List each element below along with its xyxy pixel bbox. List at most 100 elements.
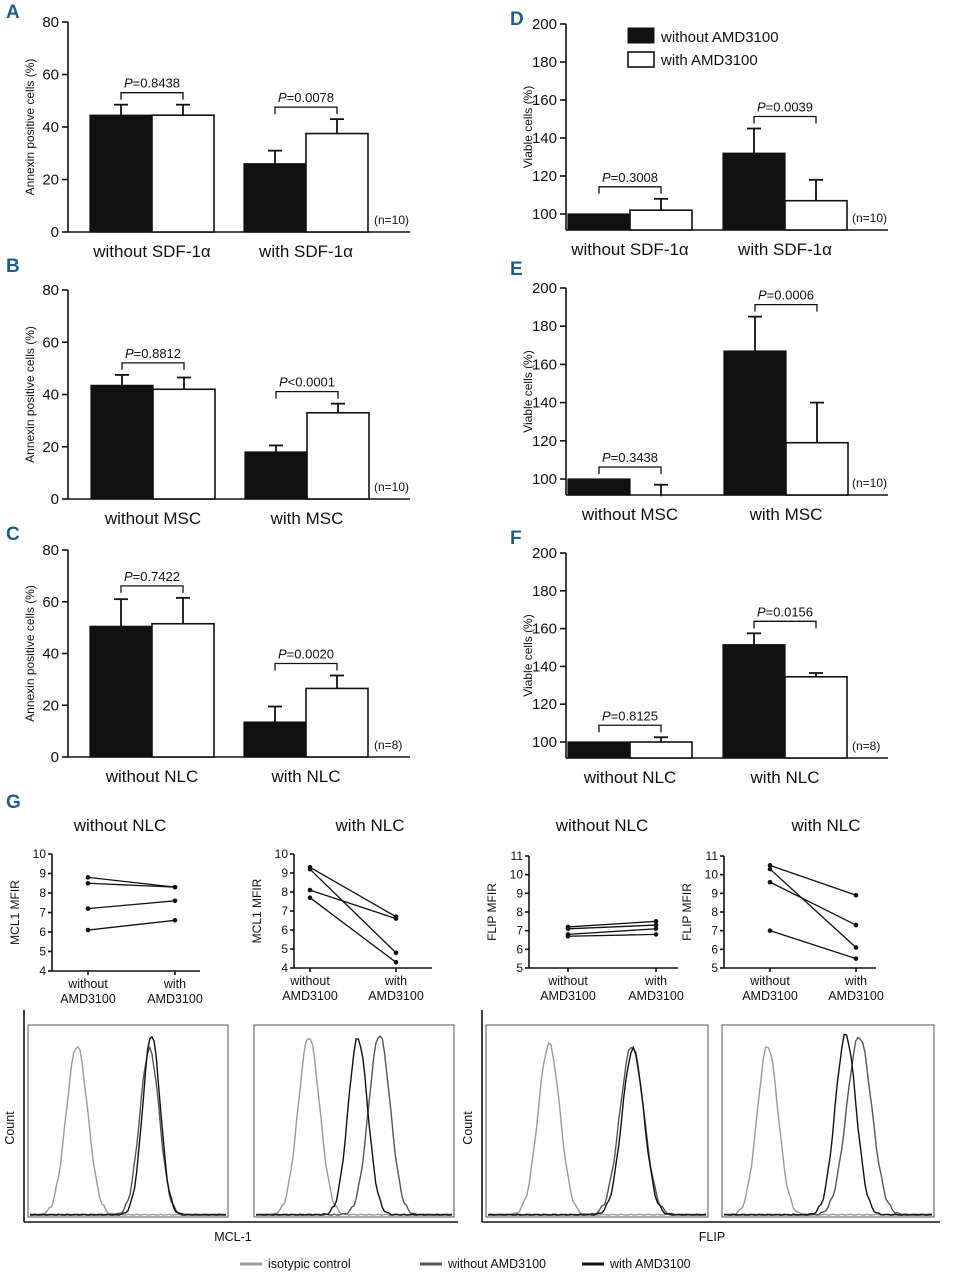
chart-title: with NLC: [335, 816, 405, 835]
p-value: P=0.3008: [602, 170, 658, 185]
bar-without-amd3100: [89, 114, 153, 233]
histogram-frame: [721, 1024, 935, 1218]
bar-without-amd3100: [567, 478, 631, 496]
y-axis-title: MCL1 MFIR: [250, 878, 264, 943]
x-tick-label-line: AMD3100: [742, 989, 798, 1003]
y-tick-label: 4: [39, 964, 46, 978]
panel-E: E 100 120 140 160 180 200 Viable cells (%) (n=10…: [510, 259, 888, 524]
y-tick-label: 120: [532, 433, 557, 450]
histogram-curve-iso: [255, 1037, 453, 1216]
subject-line: [307, 866, 399, 956]
y-tick-label: 60: [42, 67, 59, 84]
data-point: [565, 933, 571, 939]
y-tick-label: 100: [532, 471, 557, 488]
y-tick-label: 40: [42, 387, 59, 404]
significance-bracket: [598, 724, 662, 733]
bar-group: P=0.3008 without SDF-1α: [567, 170, 693, 259]
significance-bracket: [121, 362, 185, 370]
count-axis-title: Count: [3, 1111, 17, 1145]
y-tick-label: 160: [532, 621, 557, 638]
x-tick-label-line: without: [749, 974, 790, 988]
paired-line: [309, 889, 397, 920]
bar-legend: without AMD3100 with AMD3100: [627, 27, 779, 69]
subject-line: [307, 895, 399, 965]
y-tick-label: 6: [39, 925, 46, 939]
y-axis-title: FLIP MFIR: [485, 883, 499, 941]
y-tick-label: 7: [711, 924, 718, 938]
paired-line: [309, 866, 397, 918]
significance-bracket: [753, 115, 817, 124]
n-label: (n=10): [852, 211, 887, 225]
histogram-curve-iso: [723, 1046, 932, 1216]
paired-line: [87, 919, 176, 931]
paired-line: [567, 933, 657, 937]
bar-with-amd3100: [151, 622, 215, 758]
p-value-text: =0.8438: [133, 76, 180, 91]
subject-line: [85, 898, 178, 911]
subject-line: [565, 932, 659, 939]
x-tick-label: with AMD3100: [828, 974, 884, 1003]
p-symbol: P: [278, 646, 287, 661]
data-point: [653, 932, 659, 937]
y-tick-label: 7: [39, 906, 46, 920]
y-tick-label: 6: [281, 923, 288, 937]
significance-bracket: [753, 620, 817, 629]
bar-with-amd3100: [784, 675, 848, 759]
y-tick-label: 5: [281, 942, 288, 956]
p-symbol: P: [757, 100, 766, 115]
y-tick-label: 180: [532, 583, 557, 600]
y-tick-label: 100: [532, 734, 557, 751]
histogram-curve-without: [723, 1036, 933, 1216]
legend-swatch-without: [627, 27, 655, 44]
y-tick-label: 0: [51, 224, 59, 241]
panel-label: B: [6, 256, 20, 277]
histogram-curve-iso: [487, 1041, 707, 1216]
bar-without-amd3100: [567, 741, 631, 759]
paired-line: [87, 876, 176, 888]
p-value-text: =0.0020: [287, 646, 334, 661]
significance-bracket: [274, 662, 338, 671]
x-tick-label-line: AMD3100: [628, 989, 684, 1003]
legend-label: isotypic control: [268, 1257, 351, 1271]
x-tick-label-line: AMD3100: [828, 989, 884, 1003]
legend-label: without AMD3100: [447, 1257, 546, 1271]
data-point: [853, 892, 859, 898]
y-tick-label: 9: [711, 886, 718, 900]
x-tick-label-line: AMD3100: [368, 989, 424, 1003]
histogram-curve-with: [255, 1038, 453, 1216]
bar-group: P=0.8812 without MSC: [90, 346, 216, 528]
data-point: [653, 922, 659, 928]
bar-without-amd3100: [243, 721, 307, 758]
y-tick-label: 6: [711, 942, 718, 956]
y-tick-label: 120: [532, 696, 557, 713]
x-tick-label: without AMD3100: [742, 974, 798, 1003]
significance-bracket: [275, 390, 339, 399]
x-tick-label-line: without: [289, 974, 330, 988]
panel-B: B 0 20 40 60 80 Annexin positive cells (%) (n=1…: [6, 256, 410, 528]
x-tick-label-line: AMD3100: [147, 992, 203, 1006]
histogram-curve-iso: [29, 1045, 227, 1216]
paired-line: [769, 881, 857, 926]
subject-line: [767, 928, 859, 961]
chart-title: without NLC: [555, 816, 649, 835]
data-point: [85, 927, 91, 933]
p-symbol: P: [602, 450, 611, 465]
y-tick-label: 200: [532, 16, 557, 33]
y-tick-label: 140: [532, 130, 557, 147]
bar-without-amd3100: [89, 625, 153, 758]
bar-group: P=0.3438 without MSC: [567, 450, 678, 524]
paired-line: [567, 920, 657, 928]
category-label: with NLC: [271, 767, 341, 786]
subject-line: [85, 880, 178, 890]
histogram-curve-without: [488, 1046, 706, 1216]
y-tick-label: 8: [281, 885, 288, 899]
y-tick-label: 9: [281, 866, 288, 880]
p-value: P<0.0001: [279, 375, 335, 390]
bar-group: P=0.0020 with NLC: [243, 646, 369, 786]
p-symbol: P: [757, 604, 766, 619]
data-point: [307, 887, 313, 893]
y-tick-label: 4: [281, 961, 288, 975]
data-point: [393, 916, 399, 921]
